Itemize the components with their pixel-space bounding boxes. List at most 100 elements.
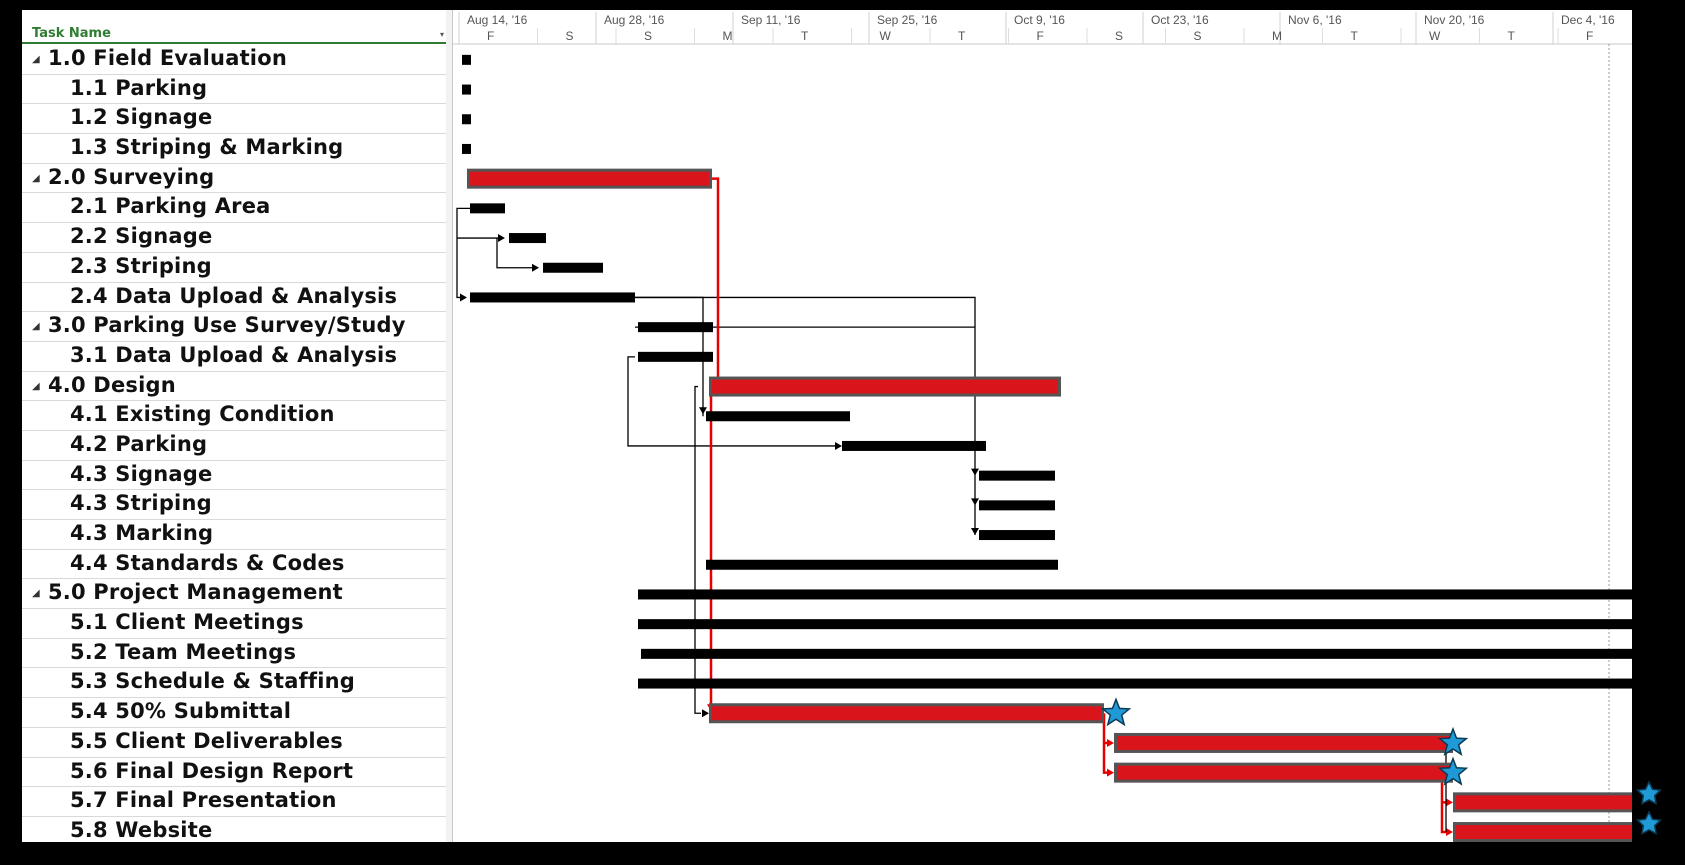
task-row[interactable]: 5.2 Team Meetings [22, 639, 446, 669]
task-name: 4.3 Signage [70, 461, 213, 486]
task-row[interactable]: ◢ 5.0 Project Management [22, 579, 446, 610]
task-name: 5.7 Final Presentation [70, 788, 337, 813]
timescale-band [453, 10, 1632, 44]
deliverable-star-icon [1437, 756, 1469, 786]
task-row[interactable]: 4.4 Standards & Codes [22, 550, 446, 580]
task-bar [979, 500, 1055, 511]
task-name: 2.2 Signage [70, 224, 213, 249]
collapse-triangle-icon[interactable]: ◢ [32, 380, 40, 392]
task-name: 4.3 Marking [70, 521, 214, 545]
major-date-label: Dec 4, '16 [1561, 13, 1615, 27]
collapse-triangle-icon[interactable]: ◢ [32, 172, 40, 184]
pane-splitter[interactable] [446, 10, 453, 842]
task-bar [470, 292, 635, 303]
critical-task-bar [1456, 795, 1632, 810]
link-arrowhead [971, 468, 979, 476]
milestone-marker [462, 54, 471, 65]
collapse-triangle-icon[interactable]: ◢ [32, 54, 40, 65]
task-name: 3.0 Parking Use Survey/Study [48, 313, 406, 338]
critical-link [712, 177, 720, 381]
link-arrowhead [498, 234, 505, 243]
collapse-triangle-icon[interactable]: ◢ [32, 588, 40, 600]
major-date-label: Aug 28, '16 [604, 13, 665, 27]
task-name: 2.3 Striping [70, 253, 212, 278]
critical-link [1440, 772, 1446, 834]
task-name: 4.2 Parking [70, 431, 208, 456]
task-row[interactable]: 4.3 Marking [22, 520, 446, 550]
task-row[interactable]: 5.1 Client Meetings [22, 609, 446, 639]
major-date-label: Aug 14, '16 [467, 13, 528, 27]
task-name: 2.4 Data Upload & Analysis [70, 283, 398, 308]
task-row[interactable]: 2.3 Striping [22, 253, 446, 283]
critical-task-bar [470, 171, 709, 186]
link-arrowhead [971, 498, 979, 506]
minor-day-label: W [1429, 29, 1441, 43]
task-row[interactable]: 4.2 Parking [22, 431, 446, 461]
gantt-view: Task Name ▾ ◢ 1.0 Field Evaluation 1.1 Par… [22, 10, 1632, 842]
minor-day-label: S [644, 29, 652, 43]
task-row[interactable]: 4.3 Signage [22, 461, 446, 491]
task-row[interactable]: 5.4 50% Submittal [22, 698, 446, 728]
minor-day-label: S [1115, 29, 1123, 43]
task-row[interactable]: 5.7 Final Presentation [22, 787, 446, 817]
dependency-link [457, 237, 533, 269]
link-arrowhead [532, 263, 539, 272]
task-name: 1.3 Striping & Marking [70, 135, 344, 160]
milestone-marker [462, 84, 471, 95]
minor-day-label: F [1586, 29, 1593, 43]
critical-task-bar [1456, 825, 1632, 840]
minor-day-label: T [801, 29, 809, 43]
task-row[interactable]: 1.2 Signage [22, 104, 446, 135]
task-row[interactable]: 5.8 Website [22, 817, 446, 842]
task-bar [638, 351, 713, 362]
dependency-link [635, 296, 976, 536]
task-row[interactable]: 2.1 Parking Area [22, 193, 446, 224]
minor-day-label: M [1272, 29, 1282, 43]
task-name: 1.1 Parking [70, 75, 208, 100]
task-row[interactable]: 4.1 Existing Condition [22, 401, 446, 431]
link-arrowhead [702, 709, 709, 718]
task-bar [979, 470, 1055, 481]
task-row[interactable]: 5.6 Final Design Report [22, 758, 446, 788]
task-row[interactable]: 1.3 Striping & Marking [22, 134, 446, 164]
task-row[interactable]: 3.1 Data Upload & Analysis [22, 342, 446, 372]
minor-day-label: W [880, 29, 892, 43]
task-row[interactable]: ◢ 4.0 Design [22, 372, 446, 402]
task-row[interactable]: 1.1 Parking [22, 75, 446, 105]
task-row[interactable]: ◢ 2.0 Surveying [22, 164, 446, 194]
task-row[interactable]: 5.5 Client Deliverables [22, 728, 446, 758]
task-bar [470, 203, 505, 214]
major-date-label: Nov 6, '16 [1288, 13, 1342, 27]
task-row[interactable]: 4.3 Striping [22, 490, 446, 520]
milestone-marker [462, 143, 471, 154]
task-bar [641, 648, 1632, 659]
task-name: 4.3 Striping [70, 491, 212, 516]
task-name-column-header[interactable]: Task Name ▾ [22, 10, 446, 44]
minor-day-label: T [1508, 29, 1516, 43]
task-name: 4.1 Existing Condition [70, 402, 335, 427]
critical-task-bar [1117, 735, 1450, 750]
task-row[interactable]: 2.2 Signage [22, 223, 446, 253]
task-row[interactable]: ◢ 1.0 Field Evaluation [22, 45, 446, 75]
column-dropdown-icon[interactable]: ▾ [439, 30, 444, 39]
minor-day-label: F [1037, 29, 1044, 43]
critical-task-bar [712, 379, 1058, 394]
minor-day-label: M [723, 29, 733, 43]
task-name: 5.2 Team Meetings [70, 639, 297, 664]
task-rows: ◢ 1.0 Field Evaluation 1.1 Parking 1.2 Sign… [22, 45, 446, 842]
dependency-link [627, 356, 836, 447]
link-arrowhead [699, 407, 707, 415]
task-row[interactable]: 5.3 Schedule & Staffing [22, 668, 446, 699]
collapse-triangle-icon[interactable]: ◢ [32, 321, 40, 333]
dependency-link [694, 385, 701, 714]
minor-day-label: S [1194, 29, 1202, 43]
critical-link-arrowhead [1107, 738, 1114, 747]
task-bar [979, 530, 1055, 541]
task-name: 5.0 Project Management [48, 580, 343, 605]
dependency-link [456, 207, 470, 299]
gantt-chart-pane: Aug 14, '16 Aug 28, '16 Sep 11, '16 Sep 25,… [453, 10, 1632, 842]
task-name: 1.0 Field Evaluation [48, 46, 287, 70]
minor-day-label: S [566, 29, 574, 43]
task-row[interactable]: ◢ 3.0 Parking Use Survey/Study [22, 312, 446, 342]
task-row[interactable]: 2.4 Data Upload & Analysis [22, 283, 446, 313]
